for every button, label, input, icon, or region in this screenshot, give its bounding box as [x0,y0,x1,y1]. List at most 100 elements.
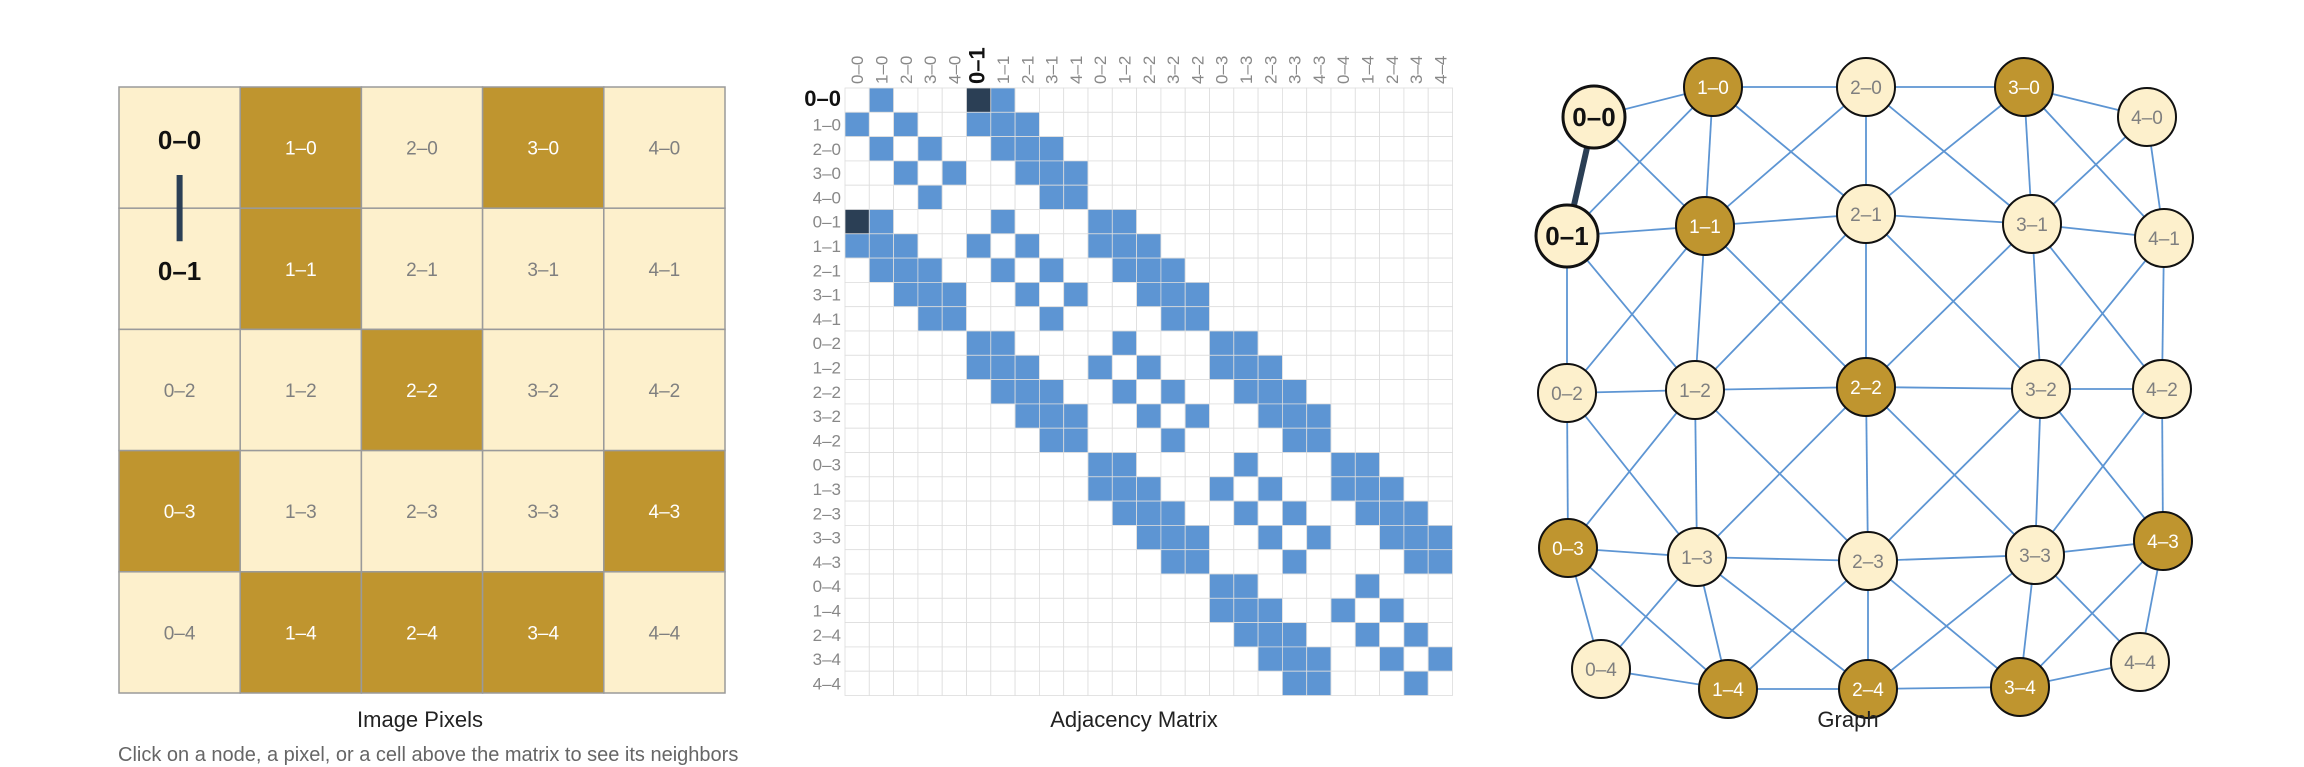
matrix-cell-3-4_3-3[interactable] [1282,646,1308,672]
matrix-col-label-2-3[interactable]: 2–3 [1261,56,1280,84]
matrix-cell-4-2_1-2[interactable] [1111,427,1138,453]
matrix-cell-4-2_2-1[interactable] [1014,427,1040,453]
matrix-cell-1-0_2-0[interactable] [893,111,919,138]
matrix-col-label-3-2[interactable]: 3–2 [1164,56,1183,84]
matrix-cell-3-1_3-3[interactable] [1282,281,1308,308]
matrix-cell-2-3_0-1[interactable] [966,500,992,526]
matrix-cell-1-4_1-2[interactable] [1111,597,1138,623]
matrix-cell-1-4_4-4[interactable] [1427,597,1453,623]
matrix-cell-1-0_3-1[interactable] [1039,111,1065,138]
matrix-cell-4-0_1-0[interactable] [868,184,894,210]
matrix-cell-0-4_3-0[interactable] [917,573,943,599]
matrix-cell-2-2_3-4[interactable] [1403,379,1429,405]
matrix-cell-1-1_2-1[interactable] [1014,233,1040,259]
matrix-cell-2-1_1-0[interactable] [868,257,894,283]
matrix-cell-3-0_1-0[interactable] [868,160,894,186]
matrix-cell-4-3_3-4[interactable] [1403,549,1429,575]
matrix-cell-3-1_4-2[interactable] [1184,281,1210,308]
matrix-cell-3-0_1-1[interactable] [990,160,1016,186]
matrix-cell-1-0_1-3[interactable] [1233,111,1259,138]
matrix-cell-0-1_2-3[interactable] [1257,209,1283,235]
matrix-cell-0-0_3-0[interactable] [917,87,943,113]
matrix-cell-4-4_2-4[interactable] [1379,670,1405,696]
matrix-cell-2-1_4-4[interactable] [1427,257,1453,283]
matrix-cell-0-2_4-1[interactable] [1063,330,1089,356]
matrix-cell-2-3_4-3[interactable] [1306,500,1332,526]
matrix-cell-2-2_0-0[interactable] [844,379,870,405]
matrix-cell-4-0_4-0[interactable] [941,184,967,210]
graph-node-3-2[interactable] [2011,359,2071,419]
matrix-cell-1-4_2-2[interactable] [1136,597,1162,623]
matrix-cell-0-4_2-0[interactable] [893,573,919,599]
matrix-cell-3-4_0-2[interactable] [1087,646,1113,672]
matrix-cell-4-1_0-1[interactable] [966,306,992,332]
matrix-cell-3-2_4-2[interactable] [1184,403,1210,429]
pixel-cell-4-0[interactable] [603,86,726,209]
matrix-cell-2-1_3-4[interactable] [1403,257,1429,283]
matrix-cell-0-1_2-4[interactable] [1379,209,1405,235]
matrix-cell-3-0_2-1[interactable] [1014,160,1040,186]
matrix-cell-2-2_2-2[interactable] [1136,379,1162,405]
matrix-cell-3-2_0-1[interactable] [966,403,992,429]
matrix-cell-0-4_3-4[interactable] [1403,573,1429,599]
pixel-cell-0-4[interactable] [118,571,241,694]
matrix-cell-3-3_1-3[interactable] [1233,525,1259,551]
matrix-cell-2-1_4-0[interactable] [941,257,967,283]
matrix-cell-1-3_0-0[interactable] [844,476,870,502]
matrix-cell-4-1_4-0[interactable] [941,306,967,332]
matrix-cell-2-2_4-1[interactable] [1063,379,1089,405]
matrix-cell-2-0_3-2[interactable] [1160,136,1186,162]
matrix-cell-4-1_2-3[interactable] [1257,306,1283,332]
matrix-cell-1-0_0-1[interactable] [966,111,992,138]
matrix-cell-4-4_1-1[interactable] [990,670,1016,696]
matrix-cell-4-0_3-3[interactable] [1282,184,1308,210]
matrix-cell-2-3_3-2[interactable] [1160,500,1186,526]
matrix-cell-3-2_2-2[interactable] [1136,403,1162,429]
matrix-cell-0-4_2-2[interactable] [1136,573,1162,599]
matrix-cell-3-0_4-2[interactable] [1184,160,1210,186]
matrix-cell-4-1_3-3[interactable] [1282,306,1308,332]
graph-node-0-3[interactable] [1538,518,1598,578]
matrix-cell-1-2_0-2[interactable] [1087,354,1113,380]
matrix-cell-3-2_2-1[interactable] [1014,403,1040,429]
matrix-cell-3-3_1-1[interactable] [990,525,1016,551]
matrix-cell-2-4_2-1[interactable] [1014,622,1040,648]
matrix-cell-3-2_4-3[interactable] [1306,403,1332,429]
graph-node-0-1[interactable] [1534,203,1600,269]
matrix-cell-3-3_3-0[interactable] [917,525,943,551]
matrix-cell-2-2_4-0[interactable] [941,379,967,405]
matrix-cell-4-1_4-3[interactable] [1306,306,1332,332]
matrix-cell-1-0_3-4[interactable] [1403,111,1429,138]
matrix-cell-0-3_0-4[interactable] [1330,452,1356,478]
matrix-cell-3-4_4-0[interactable] [941,646,967,672]
matrix-col-label-1-2[interactable]: 1–2 [1115,56,1134,84]
matrix-cell-1-1_3-3[interactable] [1282,233,1308,259]
matrix-cell-2-0_2-3[interactable] [1257,136,1283,162]
matrix-cell-3-2_3-1[interactable] [1039,403,1065,429]
matrix-cell-1-3_0-3[interactable] [1209,476,1235,502]
matrix-cell-3-4_1-2[interactable] [1111,646,1138,672]
matrix-cell-1-0_2-4[interactable] [1379,111,1405,138]
matrix-col-label-4-1[interactable]: 4–1 [1067,56,1086,84]
matrix-cell-4-4_3-3[interactable] [1282,670,1308,696]
matrix-cell-1-4_4-0[interactable] [941,597,967,623]
matrix-cell-2-3_3-1[interactable] [1039,500,1065,526]
matrix-cell-3-1_2-0[interactable] [893,281,919,308]
matrix-cell-4-1_2-0[interactable] [893,306,919,332]
matrix-cell-2-0_0-2[interactable] [1087,136,1113,162]
matrix-col-label-0-2[interactable]: 0–2 [1091,56,1110,84]
matrix-cell-0-3_3-1[interactable] [1039,452,1065,478]
matrix-cell-1-3_2-4[interactable] [1379,476,1405,502]
matrix-cell-2-2_0-2[interactable] [1087,379,1113,405]
matrix-cell-2-0_0-1[interactable] [966,136,992,162]
matrix-cell-3-4_1-3[interactable] [1233,646,1259,672]
pixel-cell-4-4[interactable] [603,571,726,694]
matrix-cell-3-0_4-4[interactable] [1427,160,1453,186]
matrix-cell-1-0_3-0[interactable] [917,111,943,138]
matrix-cell-4-3_1-4[interactable] [1354,549,1381,575]
matrix-col-label-4-3[interactable]: 4–3 [1310,56,1329,84]
matrix-cell-0-2_3-4[interactable] [1403,330,1429,356]
matrix-cell-3-0_1-3[interactable] [1233,160,1259,186]
matrix-cell-4-4_2-2[interactable] [1136,670,1162,696]
matrix-cell-0-3_1-4[interactable] [1354,452,1381,478]
